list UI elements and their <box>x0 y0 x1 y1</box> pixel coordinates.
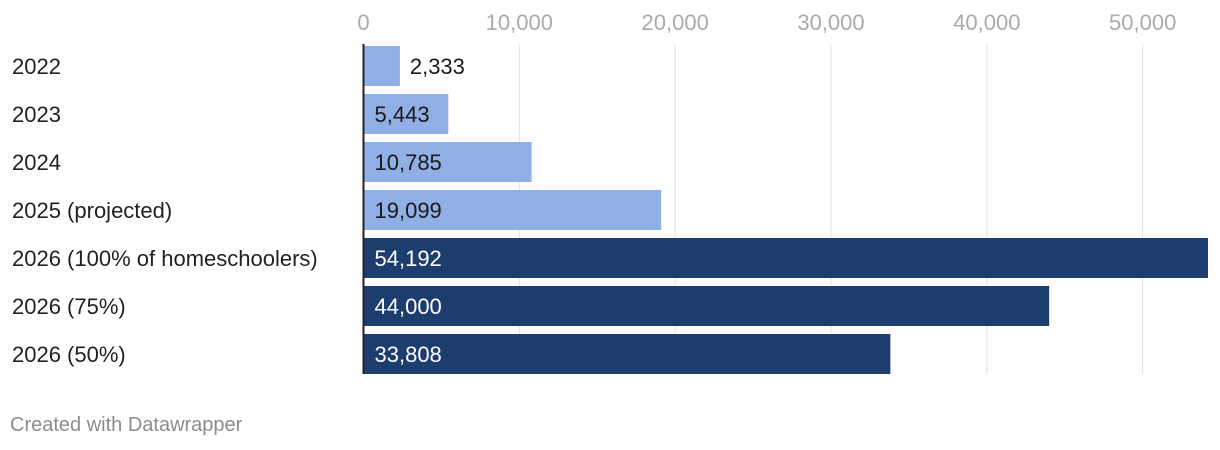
bar-chart: 0 10,000 20,000 30,000 40,000 50,000 2022 2,333… <box>12 10 1208 374</box>
category-label: 2025 (projected) <box>12 198 172 223</box>
bar <box>363 238 1208 278</box>
category-label: 2026 (100% of homeschoolers) <box>12 246 318 271</box>
value-label: 5,443 <box>375 102 430 127</box>
x-tick-label: 30,000 <box>797 10 864 35</box>
value-label: 2,333 <box>410 54 465 79</box>
value-label: 19,099 <box>375 198 442 223</box>
bar <box>363 286 1050 326</box>
footer-credit: Created with Datawrapper <box>10 414 243 436</box>
value-label: 44,000 <box>375 294 442 319</box>
category-label: 2022 <box>12 54 61 79</box>
bar <box>363 94 449 134</box>
category-label: 2024 <box>12 150 61 175</box>
bar <box>363 190 662 230</box>
category-label: 2026 (75%) <box>12 294 126 319</box>
value-label: 54,192 <box>375 246 442 271</box>
x-tick-label: 0 <box>357 10 369 35</box>
value-label: 10,785 <box>375 150 442 175</box>
x-tick-label: 40,000 <box>953 10 1020 35</box>
bar <box>363 142 532 182</box>
value-label: 33,808 <box>375 342 442 367</box>
bar <box>363 46 400 86</box>
x-tick-label: 50,000 <box>1109 10 1176 35</box>
x-tick-label: 10,000 <box>486 10 553 35</box>
bar <box>363 334 891 374</box>
category-label: 2023 <box>12 102 61 127</box>
category-label: 2026 (50%) <box>12 342 126 367</box>
x-tick-label: 20,000 <box>642 10 709 35</box>
